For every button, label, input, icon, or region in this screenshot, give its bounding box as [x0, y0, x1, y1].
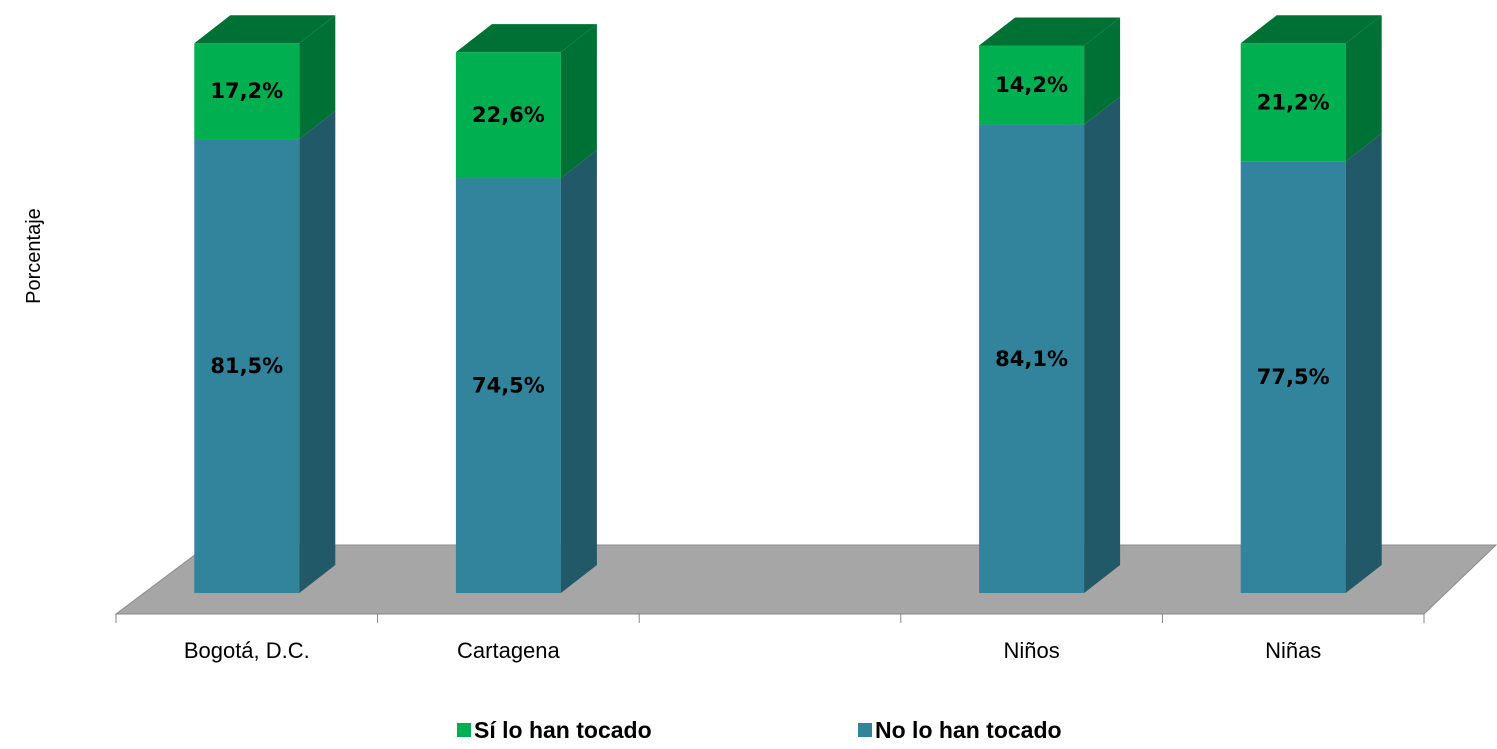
category-label: Niños: [1003, 638, 1059, 663]
legend-swatch-si-lo-han-tocado: [457, 723, 471, 737]
data-label: 84,1%: [995, 347, 1068, 371]
legend: Sí lo han tocado No lo han tocado: [457, 717, 1062, 743]
data-label: 22,6%: [472, 103, 545, 127]
legend-label-si-lo-han-tocado: Sí lo han tocado: [474, 717, 652, 743]
category-label: Cartagena: [457, 638, 561, 663]
category-labels-group: Bogotá, D.C. Cartagena Niños Niñas: [184, 638, 1322, 663]
bars-group: [194, 15, 1381, 593]
y-axis-label: Porcentaje: [23, 208, 45, 304]
data-label: 14,2%: [995, 73, 1068, 97]
data-label: 17,2%: [210, 79, 283, 103]
x-axis: [116, 614, 1424, 623]
data-label: 74,5%: [472, 374, 545, 398]
bar-no-lo-han-tocado-side: [299, 111, 335, 593]
data-labels-group: 81,5% 17,2% 74,5% 22,6% 84,1% 14,2% 77,5% 21,2%: [210, 73, 1329, 398]
bar-no-lo-han-tocado-side: [561, 150, 597, 593]
data-label: 77,5%: [1257, 365, 1330, 389]
bar-no-lo-han-tocado-side: [1084, 97, 1120, 593]
legend-label-no-lo-han-tocado: No lo han tocado: [875, 717, 1062, 743]
data-label: 81,5%: [210, 354, 283, 378]
category-label: Bogotá, D.C.: [184, 638, 310, 663]
category-label: Niñas: [1265, 638, 1321, 663]
data-label: 21,2%: [1257, 90, 1330, 114]
legend-swatch-no-lo-han-tocado: [858, 723, 872, 737]
bar-no-lo-han-tocado-side: [1346, 133, 1382, 593]
